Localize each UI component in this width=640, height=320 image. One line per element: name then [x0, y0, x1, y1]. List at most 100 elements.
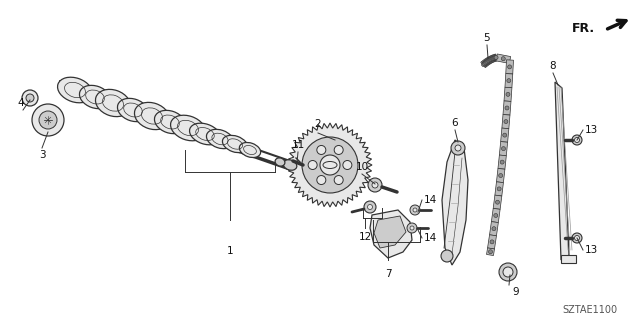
Polygon shape — [492, 55, 495, 62]
Ellipse shape — [223, 135, 248, 153]
Polygon shape — [488, 56, 493, 63]
Ellipse shape — [323, 162, 337, 169]
Circle shape — [499, 173, 502, 178]
Polygon shape — [370, 210, 412, 258]
Polygon shape — [488, 235, 497, 249]
Circle shape — [492, 56, 496, 60]
Circle shape — [492, 56, 495, 60]
Polygon shape — [503, 101, 511, 115]
Circle shape — [504, 120, 508, 124]
Text: 5: 5 — [484, 33, 490, 43]
Circle shape — [488, 58, 492, 62]
Polygon shape — [482, 60, 487, 67]
Ellipse shape — [118, 98, 148, 122]
Circle shape — [502, 147, 506, 151]
Circle shape — [334, 176, 343, 185]
Ellipse shape — [275, 158, 285, 166]
Ellipse shape — [239, 142, 260, 157]
Circle shape — [410, 226, 414, 230]
Circle shape — [495, 200, 499, 204]
Text: 2: 2 — [315, 119, 321, 129]
Ellipse shape — [58, 77, 92, 103]
Circle shape — [483, 62, 486, 66]
Circle shape — [317, 146, 326, 155]
Ellipse shape — [283, 160, 297, 170]
Circle shape — [372, 182, 378, 188]
Circle shape — [503, 267, 513, 277]
Circle shape — [451, 141, 465, 155]
Polygon shape — [490, 221, 499, 236]
Polygon shape — [490, 55, 494, 62]
Polygon shape — [485, 58, 490, 65]
Circle shape — [455, 145, 461, 151]
Circle shape — [368, 178, 382, 192]
Circle shape — [39, 111, 57, 129]
Circle shape — [572, 233, 582, 243]
Polygon shape — [493, 54, 497, 61]
Circle shape — [492, 227, 496, 231]
Circle shape — [500, 160, 504, 164]
Text: 4: 4 — [18, 98, 24, 108]
Text: 13: 13 — [585, 245, 598, 255]
Circle shape — [364, 201, 376, 213]
Polygon shape — [486, 58, 491, 64]
Circle shape — [572, 135, 582, 145]
Ellipse shape — [134, 102, 170, 130]
Circle shape — [413, 208, 417, 212]
Text: FR.: FR. — [572, 21, 595, 35]
Circle shape — [575, 236, 579, 241]
Polygon shape — [505, 74, 513, 88]
Polygon shape — [561, 255, 576, 263]
Circle shape — [499, 263, 517, 281]
Text: 11: 11 — [291, 140, 305, 150]
Circle shape — [490, 240, 494, 244]
Text: 7: 7 — [385, 269, 391, 279]
Circle shape — [508, 65, 511, 69]
Circle shape — [494, 213, 498, 218]
Circle shape — [575, 138, 579, 142]
Circle shape — [441, 250, 453, 262]
Text: 6: 6 — [452, 118, 458, 128]
Circle shape — [320, 155, 340, 175]
Circle shape — [494, 55, 498, 60]
Polygon shape — [500, 128, 509, 142]
Text: 14: 14 — [424, 233, 437, 243]
Polygon shape — [486, 248, 495, 256]
Polygon shape — [492, 208, 500, 222]
Circle shape — [484, 60, 488, 64]
Ellipse shape — [207, 129, 234, 149]
Text: 13: 13 — [585, 125, 598, 135]
Circle shape — [367, 204, 372, 210]
Circle shape — [490, 57, 493, 61]
Circle shape — [503, 133, 507, 137]
Polygon shape — [496, 54, 511, 63]
Polygon shape — [493, 195, 502, 209]
Text: 8: 8 — [550, 61, 556, 71]
Circle shape — [22, 90, 38, 106]
Circle shape — [26, 94, 34, 102]
Polygon shape — [504, 87, 512, 101]
Polygon shape — [497, 168, 505, 183]
Polygon shape — [487, 57, 492, 64]
Polygon shape — [442, 140, 468, 265]
Text: 10: 10 — [355, 162, 369, 172]
Polygon shape — [483, 60, 488, 66]
Polygon shape — [288, 123, 372, 207]
Ellipse shape — [79, 85, 111, 109]
Circle shape — [501, 57, 506, 61]
Polygon shape — [495, 182, 504, 196]
Circle shape — [407, 223, 417, 233]
Ellipse shape — [154, 110, 186, 134]
Ellipse shape — [95, 89, 131, 116]
Text: 1: 1 — [227, 246, 234, 256]
Circle shape — [493, 56, 497, 60]
Text: 9: 9 — [512, 287, 518, 297]
Circle shape — [488, 58, 492, 62]
Circle shape — [505, 106, 509, 110]
Circle shape — [507, 79, 511, 83]
Circle shape — [506, 92, 510, 96]
Polygon shape — [493, 55, 496, 61]
Polygon shape — [502, 115, 510, 129]
Circle shape — [490, 57, 494, 61]
Circle shape — [334, 146, 343, 155]
